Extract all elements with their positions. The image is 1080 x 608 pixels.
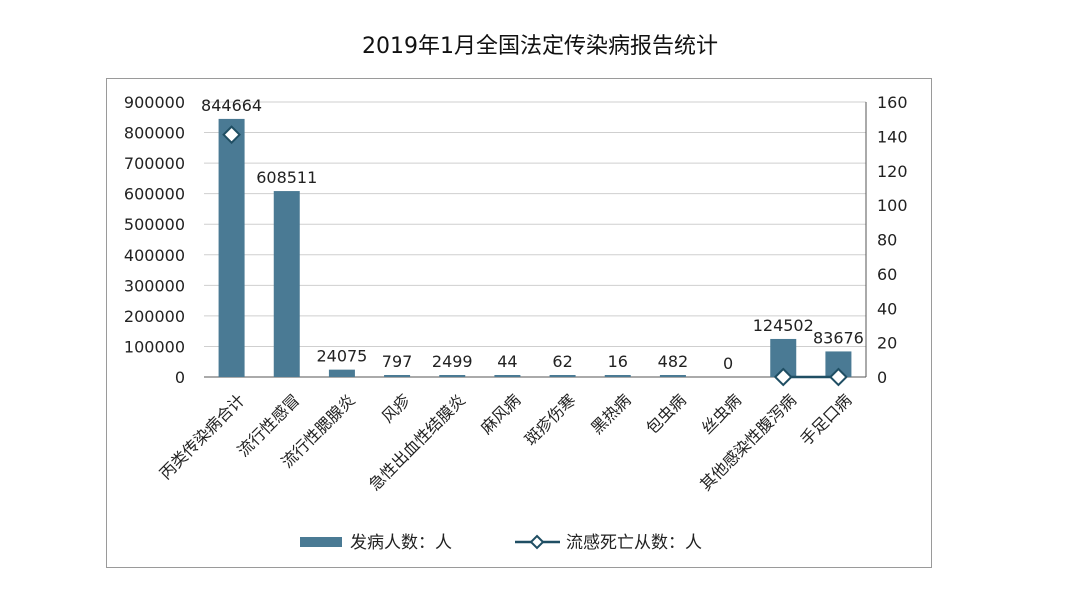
bar — [273, 191, 300, 377]
bar — [494, 375, 521, 377]
bar — [549, 375, 576, 377]
data-label: 24075 — [316, 347, 367, 366]
line-point-marker — [829, 367, 848, 387]
y-left-tick-label: 500000 — [124, 215, 185, 234]
data-label: 16 — [608, 352, 628, 371]
bar — [604, 375, 631, 377]
x-category-label: 黑热病 — [587, 390, 634, 437]
bar — [384, 375, 411, 377]
y-left-tick-label: 0 — [175, 368, 185, 387]
data-label: 62 — [552, 352, 572, 371]
y-right-tick-label: 60 — [877, 265, 897, 284]
line-point-marker — [773, 367, 793, 387]
y-left-tick-label: 800000 — [124, 124, 185, 143]
legend-line-marker — [529, 534, 545, 550]
y-right-tick-label: 20 — [877, 334, 897, 353]
bar — [218, 118, 245, 377]
y-left-tick-label: 100000 — [124, 337, 185, 356]
x-category-label: 包虫病 — [642, 390, 689, 437]
x-category-label: 丝虫病 — [698, 390, 745, 437]
data-label: 124502 — [753, 316, 814, 335]
legend-bar-label: 发病人数：人 — [350, 533, 452, 553]
y-left-tick-label: 700000 — [124, 154, 185, 173]
y-left-tick-label: 400000 — [124, 246, 185, 265]
x-category-label: 风疹 — [378, 390, 414, 426]
data-label: 44 — [497, 352, 517, 371]
y-right-tick-label: 100 — [877, 196, 908, 215]
bar — [439, 375, 466, 377]
y-right-tick-label: 140 — [877, 127, 908, 146]
x-category-label: 斑疹伤寒 — [521, 390, 580, 449]
y-left-tick-label: 200000 — [124, 307, 185, 326]
data-label: 482 — [658, 352, 689, 371]
data-label: 844664 — [201, 96, 262, 115]
data-label: 608511 — [256, 168, 317, 187]
data-label: 0 — [723, 354, 733, 373]
x-category-label: 急性出血性结膜炎 — [365, 390, 469, 494]
y-right-tick-label: 40 — [877, 299, 897, 318]
y-right-tick-label: 160 — [877, 93, 908, 112]
y-left-tick-label: 900000 — [124, 93, 185, 112]
legend-bar-swatch — [300, 537, 342, 547]
line-point-marker — [222, 125, 241, 145]
bar — [659, 375, 686, 377]
x-category-label: 丙类传染病合计 — [156, 390, 249, 483]
chart-frame — [106, 78, 932, 568]
legend-line-label: 流感死亡从数：人 — [566, 533, 702, 553]
y-right-tick-label: 120 — [877, 162, 908, 181]
bar — [328, 369, 355, 377]
data-label: 2499 — [432, 352, 473, 371]
y-right-tick-label: 0 — [877, 368, 887, 387]
y-right-tick-label: 80 — [877, 231, 897, 250]
x-category-label: 麻风病 — [477, 390, 524, 437]
data-label: 83676 — [813, 328, 864, 347]
data-label: 797 — [382, 352, 413, 371]
x-category-label: 其他感染性腹泻病 — [696, 390, 800, 494]
y-left-tick-label: 600000 — [124, 185, 185, 204]
x-category-label: 手足口病 — [797, 390, 856, 449]
chart-title: 2019年1月全国法定传染病报告统计 — [362, 34, 718, 59]
y-left-tick-label: 300000 — [124, 276, 185, 295]
